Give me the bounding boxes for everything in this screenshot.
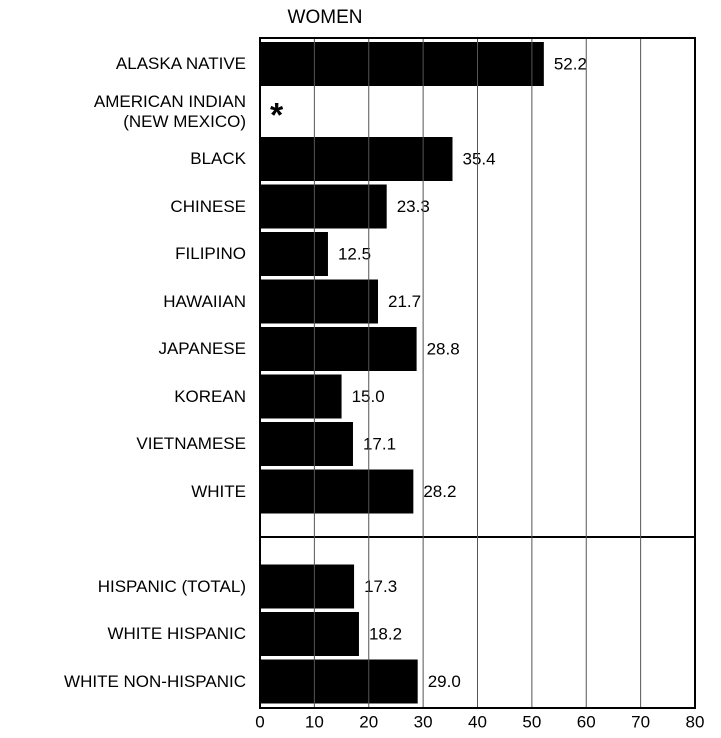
x-tick-label: 80 [686, 712, 705, 731]
bar [260, 422, 353, 466]
category-label: HAWAIIAN [163, 291, 246, 311]
bar [260, 564, 355, 609]
category-label: BLACK [190, 149, 246, 168]
category-label: FILIPINO [175, 244, 246, 263]
x-tick-label: 70 [631, 712, 650, 731]
bar [260, 232, 328, 276]
category-label: HISPANIC (TOTAL) [97, 576, 246, 596]
value-label: 23.3 [397, 197, 430, 216]
bar [260, 612, 359, 656]
category-label: WHITE NON-HISPANIC [64, 671, 246, 691]
bar [260, 42, 544, 86]
value-label: 12.5 [338, 244, 371, 263]
x-tick-label: 40 [468, 712, 487, 731]
value-label: 52.2 [554, 54, 587, 73]
category-label: KOREAN [174, 386, 246, 406]
bar [260, 137, 453, 181]
category-label: CHINESE [170, 196, 246, 216]
category-label: VIETNAMESE [136, 434, 246, 453]
chart-title: WOMEN [288, 7, 363, 28]
x-tick-label: 60 [577, 712, 596, 731]
category-label: WHITE HISPANIC [107, 624, 246, 643]
value-label: 17.3 [364, 577, 397, 596]
value-label: 29.0 [428, 672, 461, 691]
value-label: 18.2 [369, 624, 402, 643]
bar [260, 184, 387, 229]
bar [260, 327, 417, 371]
x-tick-label: 0 [255, 712, 264, 731]
category-label: AMERICAN INDIAN (NEW MEXICO) [93, 91, 246, 131]
bar [260, 469, 414, 514]
value-label: 35.4 [462, 149, 495, 168]
value-label: 21.7 [388, 292, 421, 311]
value-label: 28.2 [423, 482, 456, 501]
x-tick-label: 10 [305, 712, 324, 731]
x-tick-label: 30 [414, 712, 433, 731]
value-label: 28.8 [427, 339, 460, 358]
bar [260, 279, 378, 324]
value-label: 17.1 [363, 434, 396, 453]
bar [260, 659, 418, 704]
x-tick-label: 50 [522, 712, 541, 731]
category-label: ALASKA NATIVE [115, 54, 246, 73]
category-label: JAPANESE [158, 339, 246, 358]
marker-label: * [270, 96, 284, 134]
plot-frame [259, 37, 696, 709]
category-label: WHITE [191, 481, 246, 501]
bar [260, 374, 342, 419]
x-tick-label: 20 [359, 712, 378, 731]
value-label: 15.0 [352, 387, 385, 406]
